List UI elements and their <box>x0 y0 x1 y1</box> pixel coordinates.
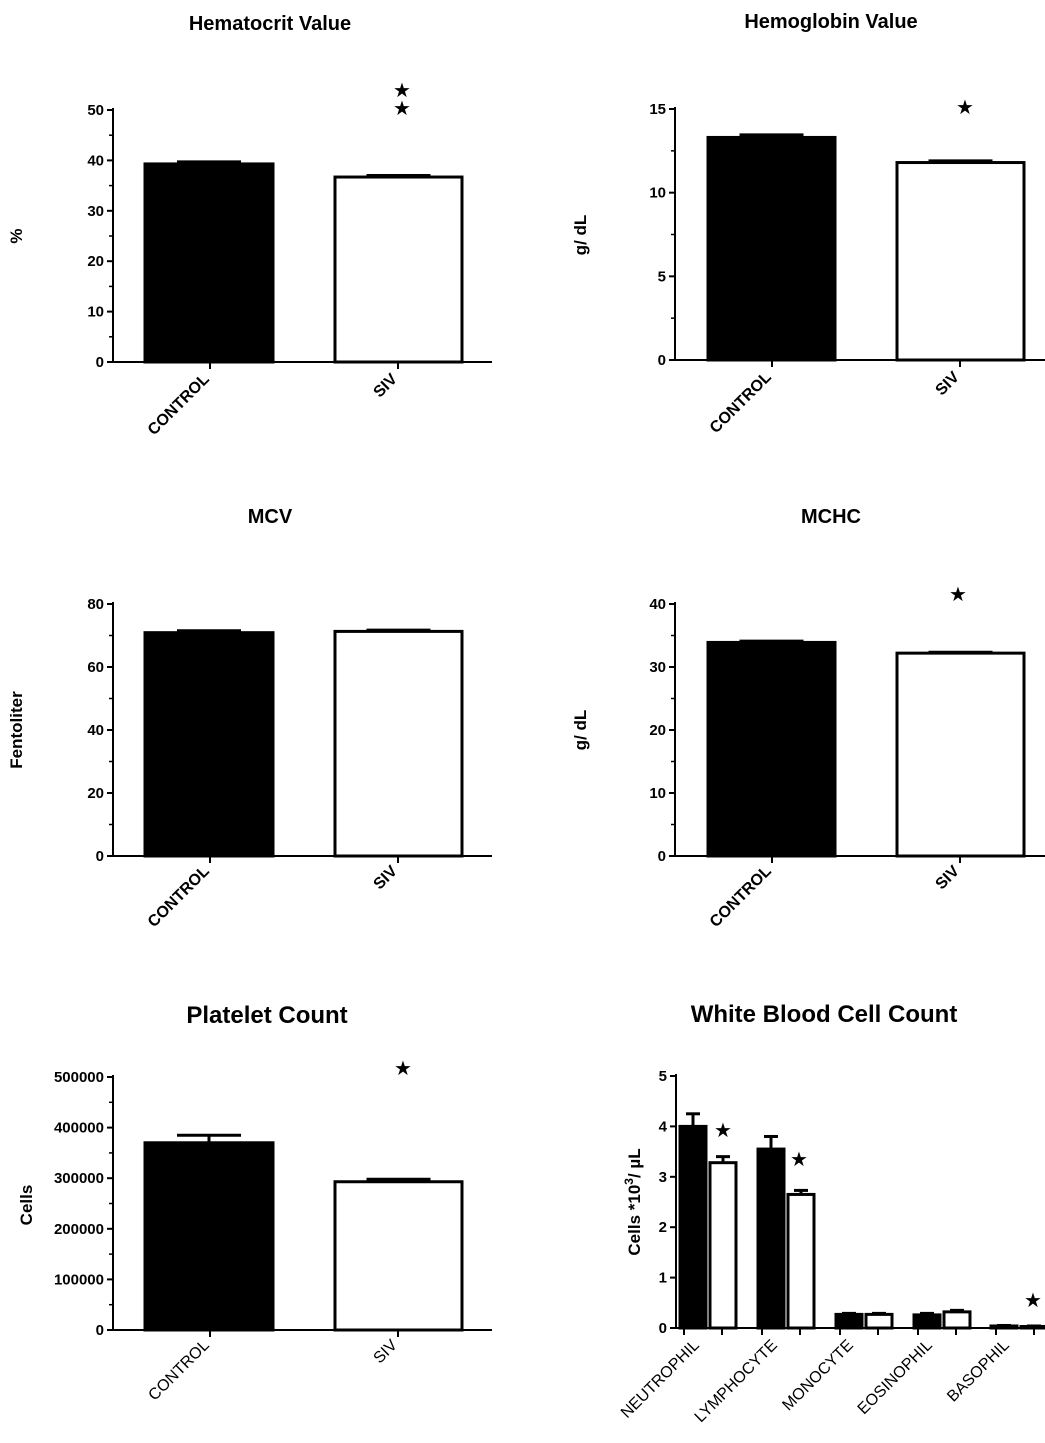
category-label: NEUTROPHIL <box>618 1337 703 1422</box>
category-label: LYMPHOCYTE <box>692 1337 781 1426</box>
y-tick-label: 5 <box>658 268 666 285</box>
bar-lymphocyte-series-1 <box>756 1147 786 1330</box>
chart-title: MCV <box>248 506 293 528</box>
category-label: SIV <box>371 863 401 893</box>
bar-monocyte-series-1 <box>834 1312 864 1330</box>
category-label: SIV <box>933 369 963 399</box>
y-tick-label: 0 <box>96 1322 104 1339</box>
significance-star: ★ <box>790 1149 808 1171</box>
chart-panel-3: MCHC g/ dL 0 10 20 30 40 CONTROL SIV ★ <box>571 506 1045 931</box>
y-tick-label: 0 <box>658 352 666 369</box>
bar-siv <box>333 175 464 364</box>
significance-star: ★ <box>714 1120 732 1142</box>
category-label: EOSINOPHIL <box>855 1337 936 1418</box>
y-tick-label: 100000 <box>54 1271 104 1288</box>
y-axis-label-main: Cells *10 <box>625 1185 644 1256</box>
y-tick-label: 5 <box>659 1068 667 1085</box>
category-label: SIV <box>371 371 401 401</box>
bar-neutrophil-series-2 <box>708 1161 738 1330</box>
y-tick-label: 40 <box>87 722 104 739</box>
category-label: CONTROL <box>145 863 213 931</box>
y-tick-label: 1 <box>659 1270 667 1287</box>
y-axis-label: Cells *103/ µL <box>622 1148 644 1255</box>
category-label: CONTROL <box>145 371 213 439</box>
y-axis-label: Cells <box>17 1185 36 1226</box>
significance-star: ★ <box>1024 1290 1042 1312</box>
significance-star: ★ <box>394 1058 412 1080</box>
y-tick-label: 300000 <box>54 1170 104 1187</box>
y-tick-label: 4 <box>659 1118 668 1135</box>
significance-star: ★ <box>949 584 967 606</box>
y-tick-label: 10 <box>649 185 666 202</box>
y-tick-label: 10 <box>649 785 666 802</box>
y-tick-label: 15 <box>649 101 666 118</box>
chart-title: Hemoglobin Value <box>744 11 917 33</box>
significance-star: ★ <box>393 80 411 102</box>
significance-star: ★ <box>956 97 974 119</box>
significance-star-faint: ★ <box>771 1192 787 1212</box>
category-label: CONTROL <box>707 369 775 437</box>
category-label: SIV <box>933 863 963 893</box>
bar-siv <box>333 1180 464 1332</box>
y-tick-label: 30 <box>649 659 666 676</box>
chart-title: Platelet Count <box>186 1002 347 1029</box>
bar-eosinophil-series-1 <box>912 1313 942 1330</box>
bar-control <box>143 1141 275 1332</box>
bar-eosinophil-series-2 <box>942 1310 972 1330</box>
y-axis-label: g/ dL <box>571 710 590 751</box>
y-axis-label: Fentoliter <box>7 691 26 769</box>
y-tick-label: 0 <box>658 848 666 865</box>
bar-siv <box>895 651 1026 858</box>
y-tick-label: 50 <box>87 102 104 119</box>
significance-star: ★ <box>393 98 411 120</box>
category-label: CONTROL <box>707 863 775 931</box>
category-label: MONOCYTE <box>779 1337 856 1414</box>
y-tick-label: 500000 <box>54 1069 104 1086</box>
bar-siv <box>333 629 464 858</box>
y-axis-label: % <box>7 228 26 243</box>
y-tick-label: 20 <box>87 253 104 270</box>
y-tick-label: 40 <box>87 152 104 169</box>
chart-panel-2: MCV Fentoliter 0 20 40 60 80 CONTROL SIV <box>7 506 492 931</box>
y-tick-label: 30 <box>87 203 104 220</box>
y-tick-label: 0 <box>96 354 104 371</box>
bar-control <box>706 135 837 362</box>
bar-monocyte-series-2 <box>864 1312 894 1330</box>
y-axis-label: g/ dL <box>571 215 590 256</box>
chart-panel-1: Hemoglobin Value g/ dL 0 5 10 15 CONTROL SIV ★ <box>571 11 1045 437</box>
y-tick-label: 20 <box>649 722 666 739</box>
y-tick-label: 40 <box>649 596 666 613</box>
y-tick-label: 10 <box>87 304 104 321</box>
y-axis-label-suffix: / µL <box>625 1148 644 1178</box>
bar-lymphocyte-series-2 <box>786 1192 816 1330</box>
y-tick-label: 2 <box>659 1219 667 1236</box>
bar-neutrophil-series-1 <box>678 1124 708 1330</box>
y-tick-label: 20 <box>87 785 104 802</box>
y-tick-label: 0 <box>96 848 104 865</box>
bar-control <box>706 640 837 858</box>
category-label: CONTROL <box>145 1337 212 1404</box>
y-tick-label: 0 <box>659 1320 667 1337</box>
y-tick-label: 200000 <box>54 1221 104 1238</box>
bar-control <box>143 162 275 364</box>
chart-title: Hematocrit Value <box>189 13 351 35</box>
y-tick-label: 400000 <box>54 1120 104 1137</box>
y-axis-label-sup: 3 <box>622 1178 636 1185</box>
y-tick-label: 80 <box>87 596 104 613</box>
bar-control <box>143 631 275 858</box>
chart-panel-0: Hematocrit Value% 0 10 20 30 40 50 CONTROL SIV ★★ <box>7 13 492 439</box>
y-tick-label: 60 <box>87 659 104 676</box>
y-tick-label: 3 <box>659 1169 667 1186</box>
bar-siv <box>895 161 1026 362</box>
chart-title: White Blood Cell Count <box>691 1001 958 1028</box>
category-label: SIV <box>371 1337 401 1367</box>
category-label: BASOPHIL <box>944 1337 1013 1406</box>
chart-panel-4: Platelet Count Cells 0 100000 200000 300000 40… <box>17 1002 492 1404</box>
chart-title: MCHC <box>801 506 861 528</box>
